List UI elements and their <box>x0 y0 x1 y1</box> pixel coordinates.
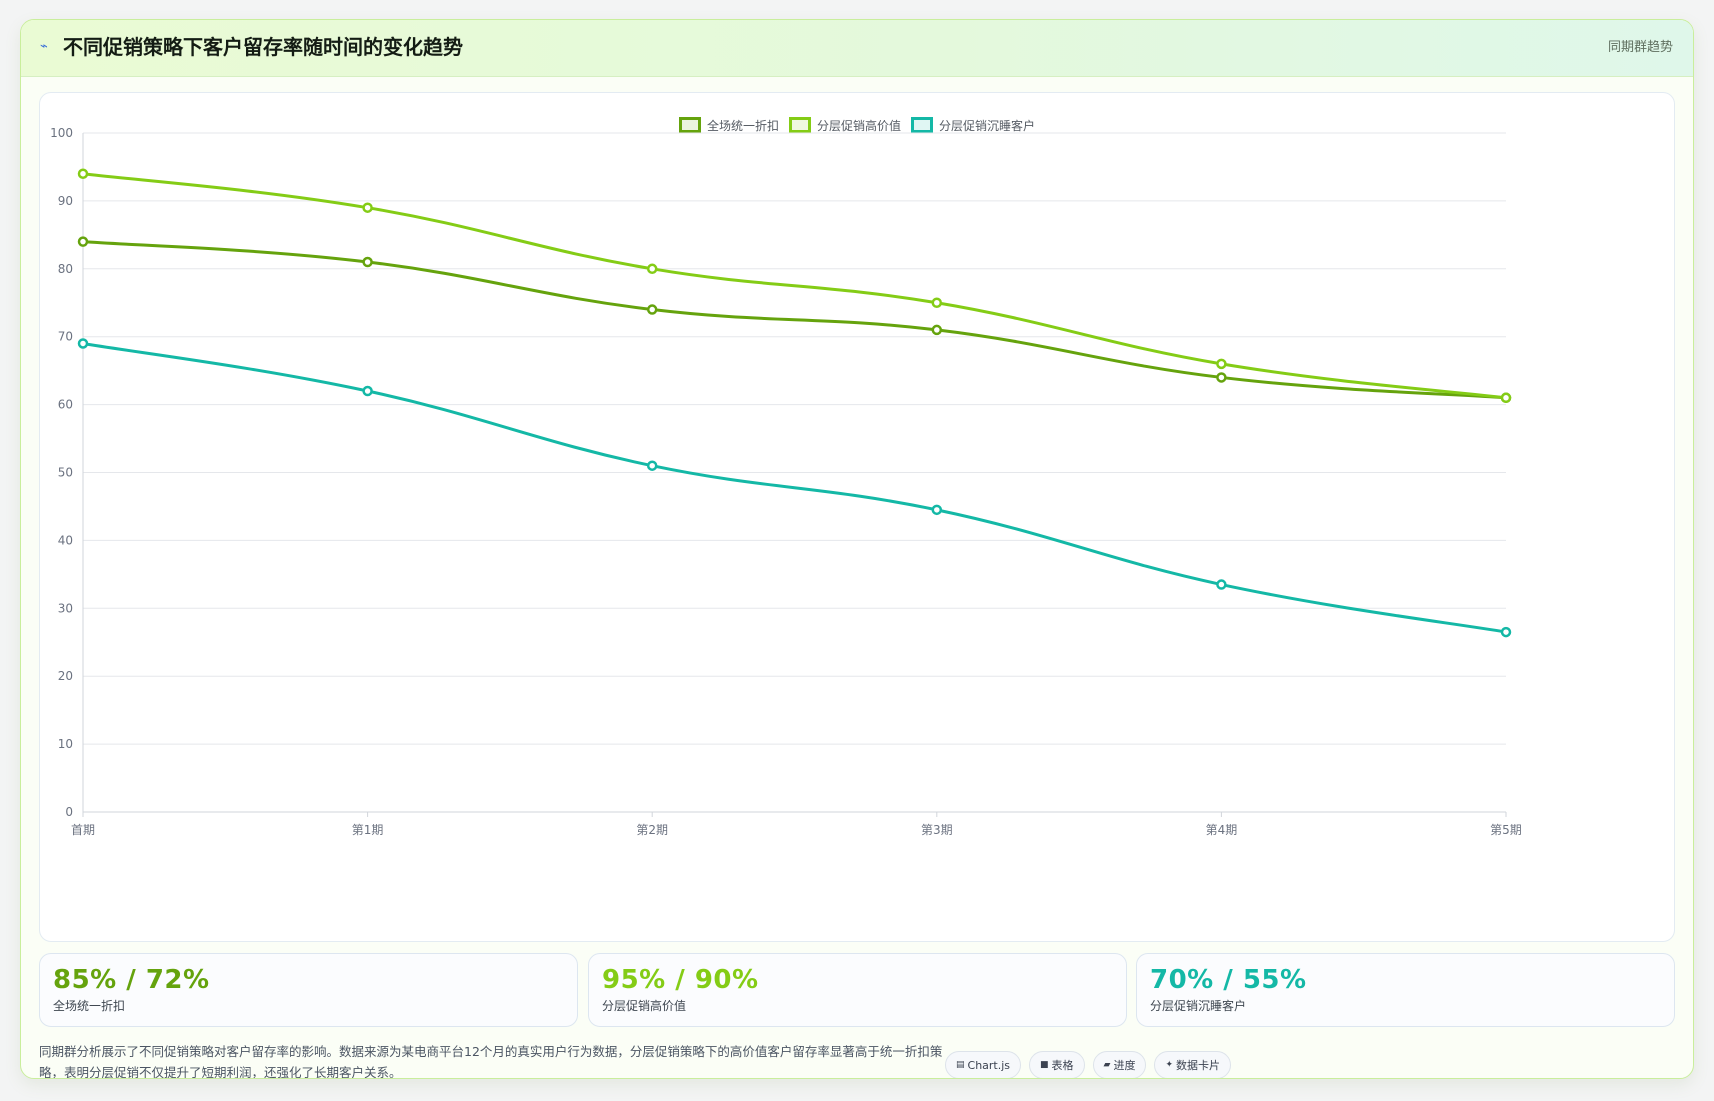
legend-item-series-1[interactable]: 分层促销高价值 <box>788 115 901 135</box>
data-point <box>931 297 943 308</box>
data-point <box>1216 358 1227 370</box>
y-tick-label: 90 <box>58 194 73 208</box>
x-tick-label: 第5期 <box>1490 823 1522 837</box>
data-point <box>362 202 373 213</box>
line-chart: 0 10 20 30 40 50 60 70 80 90 100 首期 第1期 第2期 第3期 第4期 第5期 <box>50 126 1522 837</box>
data-point <box>1500 392 1512 404</box>
data-point <box>362 256 373 268</box>
x-tick-label: 第2期 <box>636 823 668 837</box>
pill-progress[interactable]: ▰ 进度 <box>1092 1051 1147 1078</box>
legend-label: 分层促销高价值 <box>816 118 901 133</box>
legend-swatch <box>678 117 701 133</box>
kpi-card-tiered-high-value: 95% / 90% 分层促销高价值 <box>588 953 1127 1027</box>
legend-item-series-0[interactable]: 全场统一折扣 <box>678 115 779 135</box>
kpi-label: 分层促销高价值 <box>602 999 687 1013</box>
x-tick-label: 首期 <box>71 823 95 837</box>
kpi-label: 分层促销沉睡客户 <box>1150 999 1247 1013</box>
data-point <box>362 385 373 397</box>
feature-pills: ▤ Chart.js ■ 表格 ▰ 进度 ✦ 数据卡片 <box>945 1051 1232 1078</box>
pill-data-cards[interactable]: ✦ 数据卡片 <box>1154 1051 1232 1078</box>
kpi-card-tiered-dormant: 70% / 55% 分层促销沉睡客户 <box>1136 953 1675 1027</box>
legend-swatch <box>788 117 811 133</box>
legend-swatch <box>911 117 933 133</box>
legend-item-series-2[interactable]: 分层促销沉睡客户 <box>911 115 1035 135</box>
data-point <box>1216 372 1227 383</box>
kpi-value: 70% / 55% <box>1150 965 1307 995</box>
y-tick-label: 20 <box>58 669 73 683</box>
chart-legend: 全场统一折扣 分层促销高价值 分层促销沉睡客户 <box>40 115 1674 135</box>
lightning-icon: ⌁ <box>40 39 48 54</box>
data-point <box>77 168 89 179</box>
pill-label: 进度 <box>1113 1059 1136 1072</box>
data-point <box>646 460 658 471</box>
pill-chartjs[interactable]: ▤ Chart.js <box>945 1051 1022 1078</box>
kpi-card-flat-discount: 85% / 72% 全场统一折扣 <box>39 953 578 1027</box>
kpi-value: 95% / 90% <box>602 965 759 995</box>
legend-label: 全场统一折扣 <box>706 118 779 133</box>
data-point <box>1216 579 1227 590</box>
y-tick-label: 40 <box>58 533 73 547</box>
data-point <box>646 263 658 275</box>
card-header: ⌁ 不同促销策略下客户留存率随时间的变化趋势 同期群趋势 <box>21 20 1693 77</box>
x-tick-label: 第4期 <box>1206 823 1238 837</box>
series-line-2 <box>82 342 1507 634</box>
data-point <box>77 338 89 349</box>
page-title: 不同促销策略下客户留存率随时间的变化趋势 <box>63 35 463 59</box>
progress-icon: ▰ <box>1103 1060 1111 1070</box>
y-tick-label: 70 <box>58 330 73 344</box>
data-point <box>931 504 943 516</box>
header-tag: 同期群趋势 <box>1607 40 1673 55</box>
y-tick-label: 80 <box>58 262 73 276</box>
pill-label: Chart.js <box>967 1058 1011 1072</box>
series-line-1 <box>82 172 1507 400</box>
table-icon: ■ <box>1040 1060 1049 1070</box>
data-point <box>1500 626 1512 638</box>
chart-panel: 全场统一折扣 分层促销高价值 分层促销沉睡客户 0 10 20 30 40 50 60 70 8… <box>39 92 1675 942</box>
chart-icon: ▤ <box>956 1060 965 1070</box>
x-tick-label: 第3期 <box>921 823 953 837</box>
data-point <box>77 236 89 247</box>
legend-label: 分层促销沉睡客户 <box>939 118 1036 133</box>
y-tick-label: 0 <box>65 805 73 819</box>
pill-table[interactable]: ■ 表格 <box>1029 1051 1085 1078</box>
pill-label: 表格 <box>1051 1059 1074 1072</box>
kpi-value: 85% / 72% <box>53 965 210 995</box>
y-tick-label: 60 <box>58 398 73 412</box>
y-tick-label: 30 <box>58 601 73 615</box>
data-point <box>931 324 943 336</box>
footer-note: 同期群分析展示了不同促销策略对客户留存率的影响。数据来源为某电商平台12个月的真… <box>39 1044 943 1079</box>
y-tick-label: 100 <box>50 126 73 140</box>
chart-card: ⌁ 不同促销策略下客户留存率随时间的变化趋势 同期群趋势 全场统一折扣 分层促销… <box>20 19 1694 1079</box>
x-tick-label: 第1期 <box>352 823 384 837</box>
data-point <box>646 304 658 315</box>
pill-label: 数据卡片 <box>1176 1059 1221 1072</box>
y-tick-label: 10 <box>58 737 73 751</box>
series-line-0 <box>82 240 1507 400</box>
sparkle-icon: ✦ <box>1165 1060 1174 1070</box>
kpi-label: 全场统一折扣 <box>53 999 126 1013</box>
y-tick-label: 50 <box>58 466 73 480</box>
